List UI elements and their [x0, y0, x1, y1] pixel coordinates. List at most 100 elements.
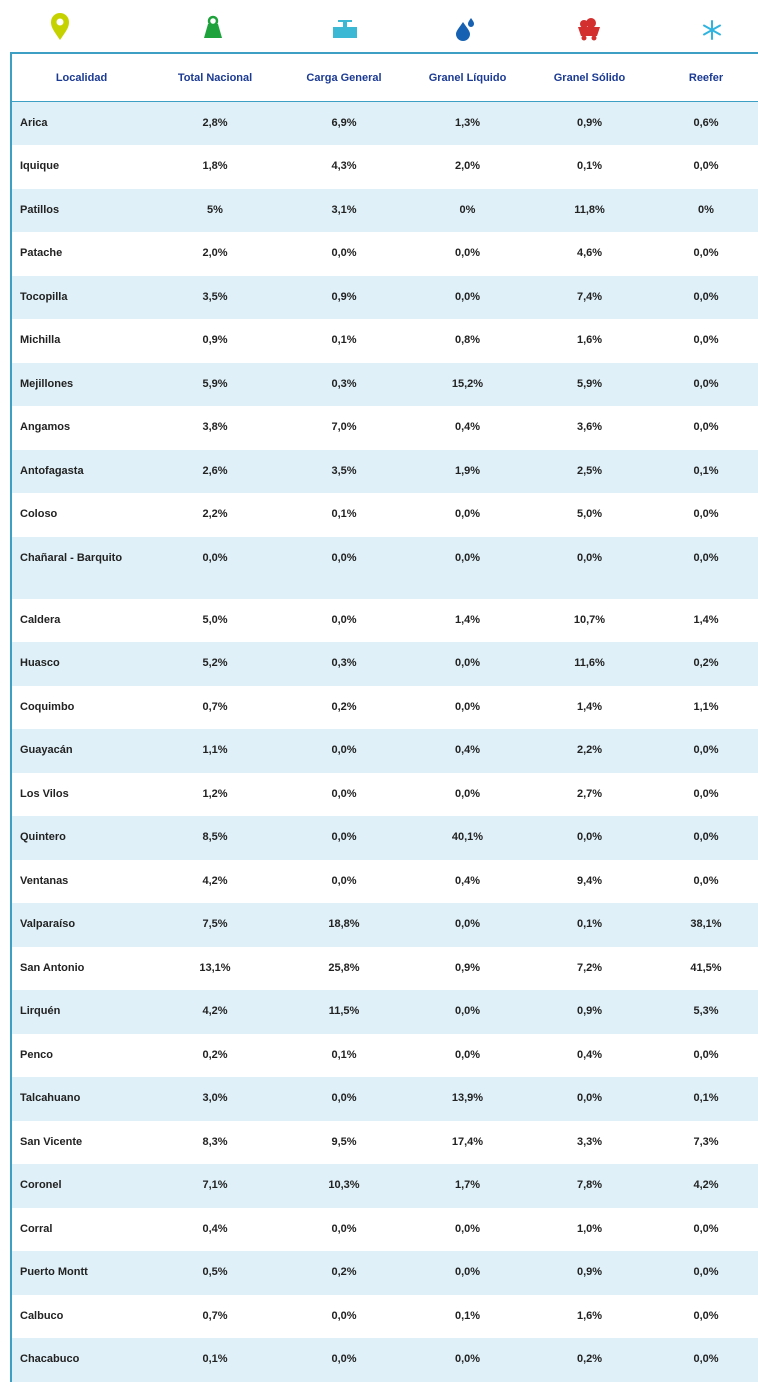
table-row: Quintero 8,5% 0,0% 40,1% 0,0% 0,0%: [11, 816, 758, 860]
value-cell: 0,0%: [331, 874, 357, 887]
table-row: Michilla 0,9% 0,1% 0,8% 1,6% 0,0%: [11, 319, 758, 363]
value-cell: 0,0%: [693, 334, 719, 346]
value-cell: 1,4%: [693, 613, 719, 626]
value-cell: 1,3%: [409, 101, 526, 145]
value-cell: 7,8%: [526, 1164, 653, 1208]
value-cell: 7,4%: [526, 275, 653, 319]
value-cell: 0,1%: [331, 1048, 357, 1061]
value-cell: 0,5%: [151, 1251, 279, 1295]
value-cell: 7,0%: [331, 421, 357, 433]
value-cell: 0,4%: [454, 421, 481, 433]
table-row: Patache 2,0% 0,0% 0,0% 4,6% 0,0%: [11, 232, 758, 276]
value-cell: 5%: [151, 188, 279, 232]
value-cell: 0,0%: [331, 247, 357, 259]
table-row: Los Vilos 1,2% 0,0% 0,0% 2,7% 0,0%: [11, 773, 758, 817]
location-cell: Puerto Montt: [11, 1251, 151, 1295]
value-cell: 0,0%: [454, 700, 481, 713]
value-cell: 7,2%: [576, 961, 603, 974]
value-cell: 2,2%: [202, 508, 228, 520]
table-row: Lirquén 4,2% 11,5% 0,0% 0,9% 5,3%: [11, 990, 758, 1034]
value-cell: 11,5%: [279, 990, 409, 1034]
value-cell: 2,8%: [151, 101, 279, 145]
column-header: Granel Líquido: [409, 53, 526, 102]
value-cell: 10,7%: [573, 613, 606, 626]
value-cell: 0,9%: [526, 1251, 653, 1295]
location-cell: Lirquén: [11, 990, 151, 1034]
location-cell: Los Vilos: [20, 787, 69, 800]
value-cell: 0,1%: [331, 334, 357, 346]
value-cell: 5,9%: [151, 362, 279, 406]
value-cell: 0,2%: [279, 1251, 409, 1295]
value-cell: 2,6%: [151, 449, 279, 493]
value-cell: 0,0%: [693, 1048, 719, 1061]
table-row: Chacabuco 0,1% 0,0% 0,0% 0,2% 0,0%: [11, 1338, 758, 1382]
value-cell: 2,7%: [576, 787, 603, 800]
value-cell: 0,0%: [279, 536, 409, 599]
location-cell: Michilla: [20, 334, 61, 346]
table-row: Iquique 1,8% 4,3% 2,0% 0,1% 0,0%: [11, 145, 758, 189]
value-cell: 4,2%: [653, 1164, 758, 1208]
table-row: Valparaíso 7,5% 18,8% 0,0% 0,1% 38,1%: [11, 903, 758, 947]
value-cell: 0,0%: [653, 536, 758, 599]
table-row: Caldera 5,0% 0,0% 1,4% 10,7% 1,4%: [11, 599, 758, 643]
location-cell: Talcahuano: [11, 1077, 151, 1121]
value-cell: 0,4%: [409, 729, 526, 773]
location-cell: Corral: [20, 1222, 53, 1235]
table-row: Patillos 5% 3,1% 0% 11,8% 0%: [11, 188, 758, 232]
value-cell: 0,2%: [526, 1338, 653, 1382]
value-cell: 8,3%: [202, 1135, 228, 1148]
value-cell: 2,0%: [454, 160, 481, 172]
value-cell: 0,0%: [279, 1077, 409, 1121]
value-cell: 1,9%: [409, 449, 526, 493]
value-cell: 0,0%: [653, 816, 758, 860]
value-cell: 3,0%: [151, 1077, 279, 1121]
value-cell: 0%: [653, 188, 758, 232]
value-cell: 0,9%: [202, 334, 228, 346]
value-cell: 5,0%: [576, 508, 603, 520]
location-cell: Ventanas: [20, 874, 69, 887]
location-cell: San Vicente: [20, 1135, 83, 1148]
location-cell: Angamos: [20, 421, 71, 433]
value-cell: 7,3%: [693, 1135, 719, 1148]
value-cell: 4,6%: [576, 247, 603, 259]
value-cell: 9,4%: [576, 874, 603, 887]
value-cell: 0,4%: [454, 874, 481, 887]
table-row: Antofagasta 2,6% 3,5% 1,9% 2,5% 0,1%: [11, 449, 758, 493]
location-cell: San Antonio: [20, 961, 85, 974]
value-cell: 4,2%: [151, 990, 279, 1034]
table-row: Puerto Montt 0,5% 0,2% 0,0% 0,9% 0,0%: [11, 1251, 758, 1295]
value-cell: 1,4%: [576, 700, 603, 713]
value-cell: 0,0%: [693, 160, 719, 172]
table-row: Talcahuano 3,0% 0,0% 13,9% 0,0% 0,1%: [11, 1077, 758, 1121]
port-share-table: Localidad Total Nacional Carga General Gran…: [10, 52, 758, 1382]
value-cell: 7,5%: [151, 903, 279, 947]
table-row: Corral 0,4% 0,0% 0,0% 1,0% 0,0%: [11, 1208, 758, 1252]
minecart-icon: [578, 18, 600, 41]
table-row: Calbuco 0,7% 0,0% 0,1% 1,6% 0,0%: [11, 1295, 758, 1339]
value-cell: 3,3%: [576, 1135, 603, 1148]
value-cell: 0,9%: [454, 961, 481, 974]
value-cell: 1,4%: [454, 613, 481, 626]
container-icon: [333, 20, 357, 38]
header-row: Localidad Total Nacional Carga General Gran…: [11, 53, 758, 102]
column-header: Total Nacional: [151, 53, 279, 102]
value-cell: 8,5%: [151, 816, 279, 860]
table-row: Coronel 7,1% 10,3% 1,7% 7,8% 4,2%: [11, 1164, 758, 1208]
value-cell: 3,8%: [202, 421, 228, 433]
value-cell: 0,0%: [454, 247, 481, 259]
value-cell: 4,2%: [202, 874, 228, 887]
weight-icon: [204, 15, 222, 38]
value-cell: 0,0%: [409, 536, 526, 599]
value-cell: 0,0%: [693, 247, 719, 259]
value-cell: 0,0%: [331, 613, 357, 626]
location-cell: Huasco: [11, 642, 151, 686]
value-cell: 1,1%: [151, 729, 279, 773]
value-cell: 0,0%: [454, 1048, 481, 1061]
value-cell: 1,1%: [693, 700, 719, 713]
value-cell: 0,0%: [454, 508, 481, 520]
location-cell: Coquimbo: [20, 700, 75, 713]
location-cell: Arica: [11, 101, 151, 145]
value-cell: 0,0%: [653, 1251, 758, 1295]
value-cell: 11,8%: [526, 188, 653, 232]
location-cell: Chacabuco: [11, 1338, 151, 1382]
